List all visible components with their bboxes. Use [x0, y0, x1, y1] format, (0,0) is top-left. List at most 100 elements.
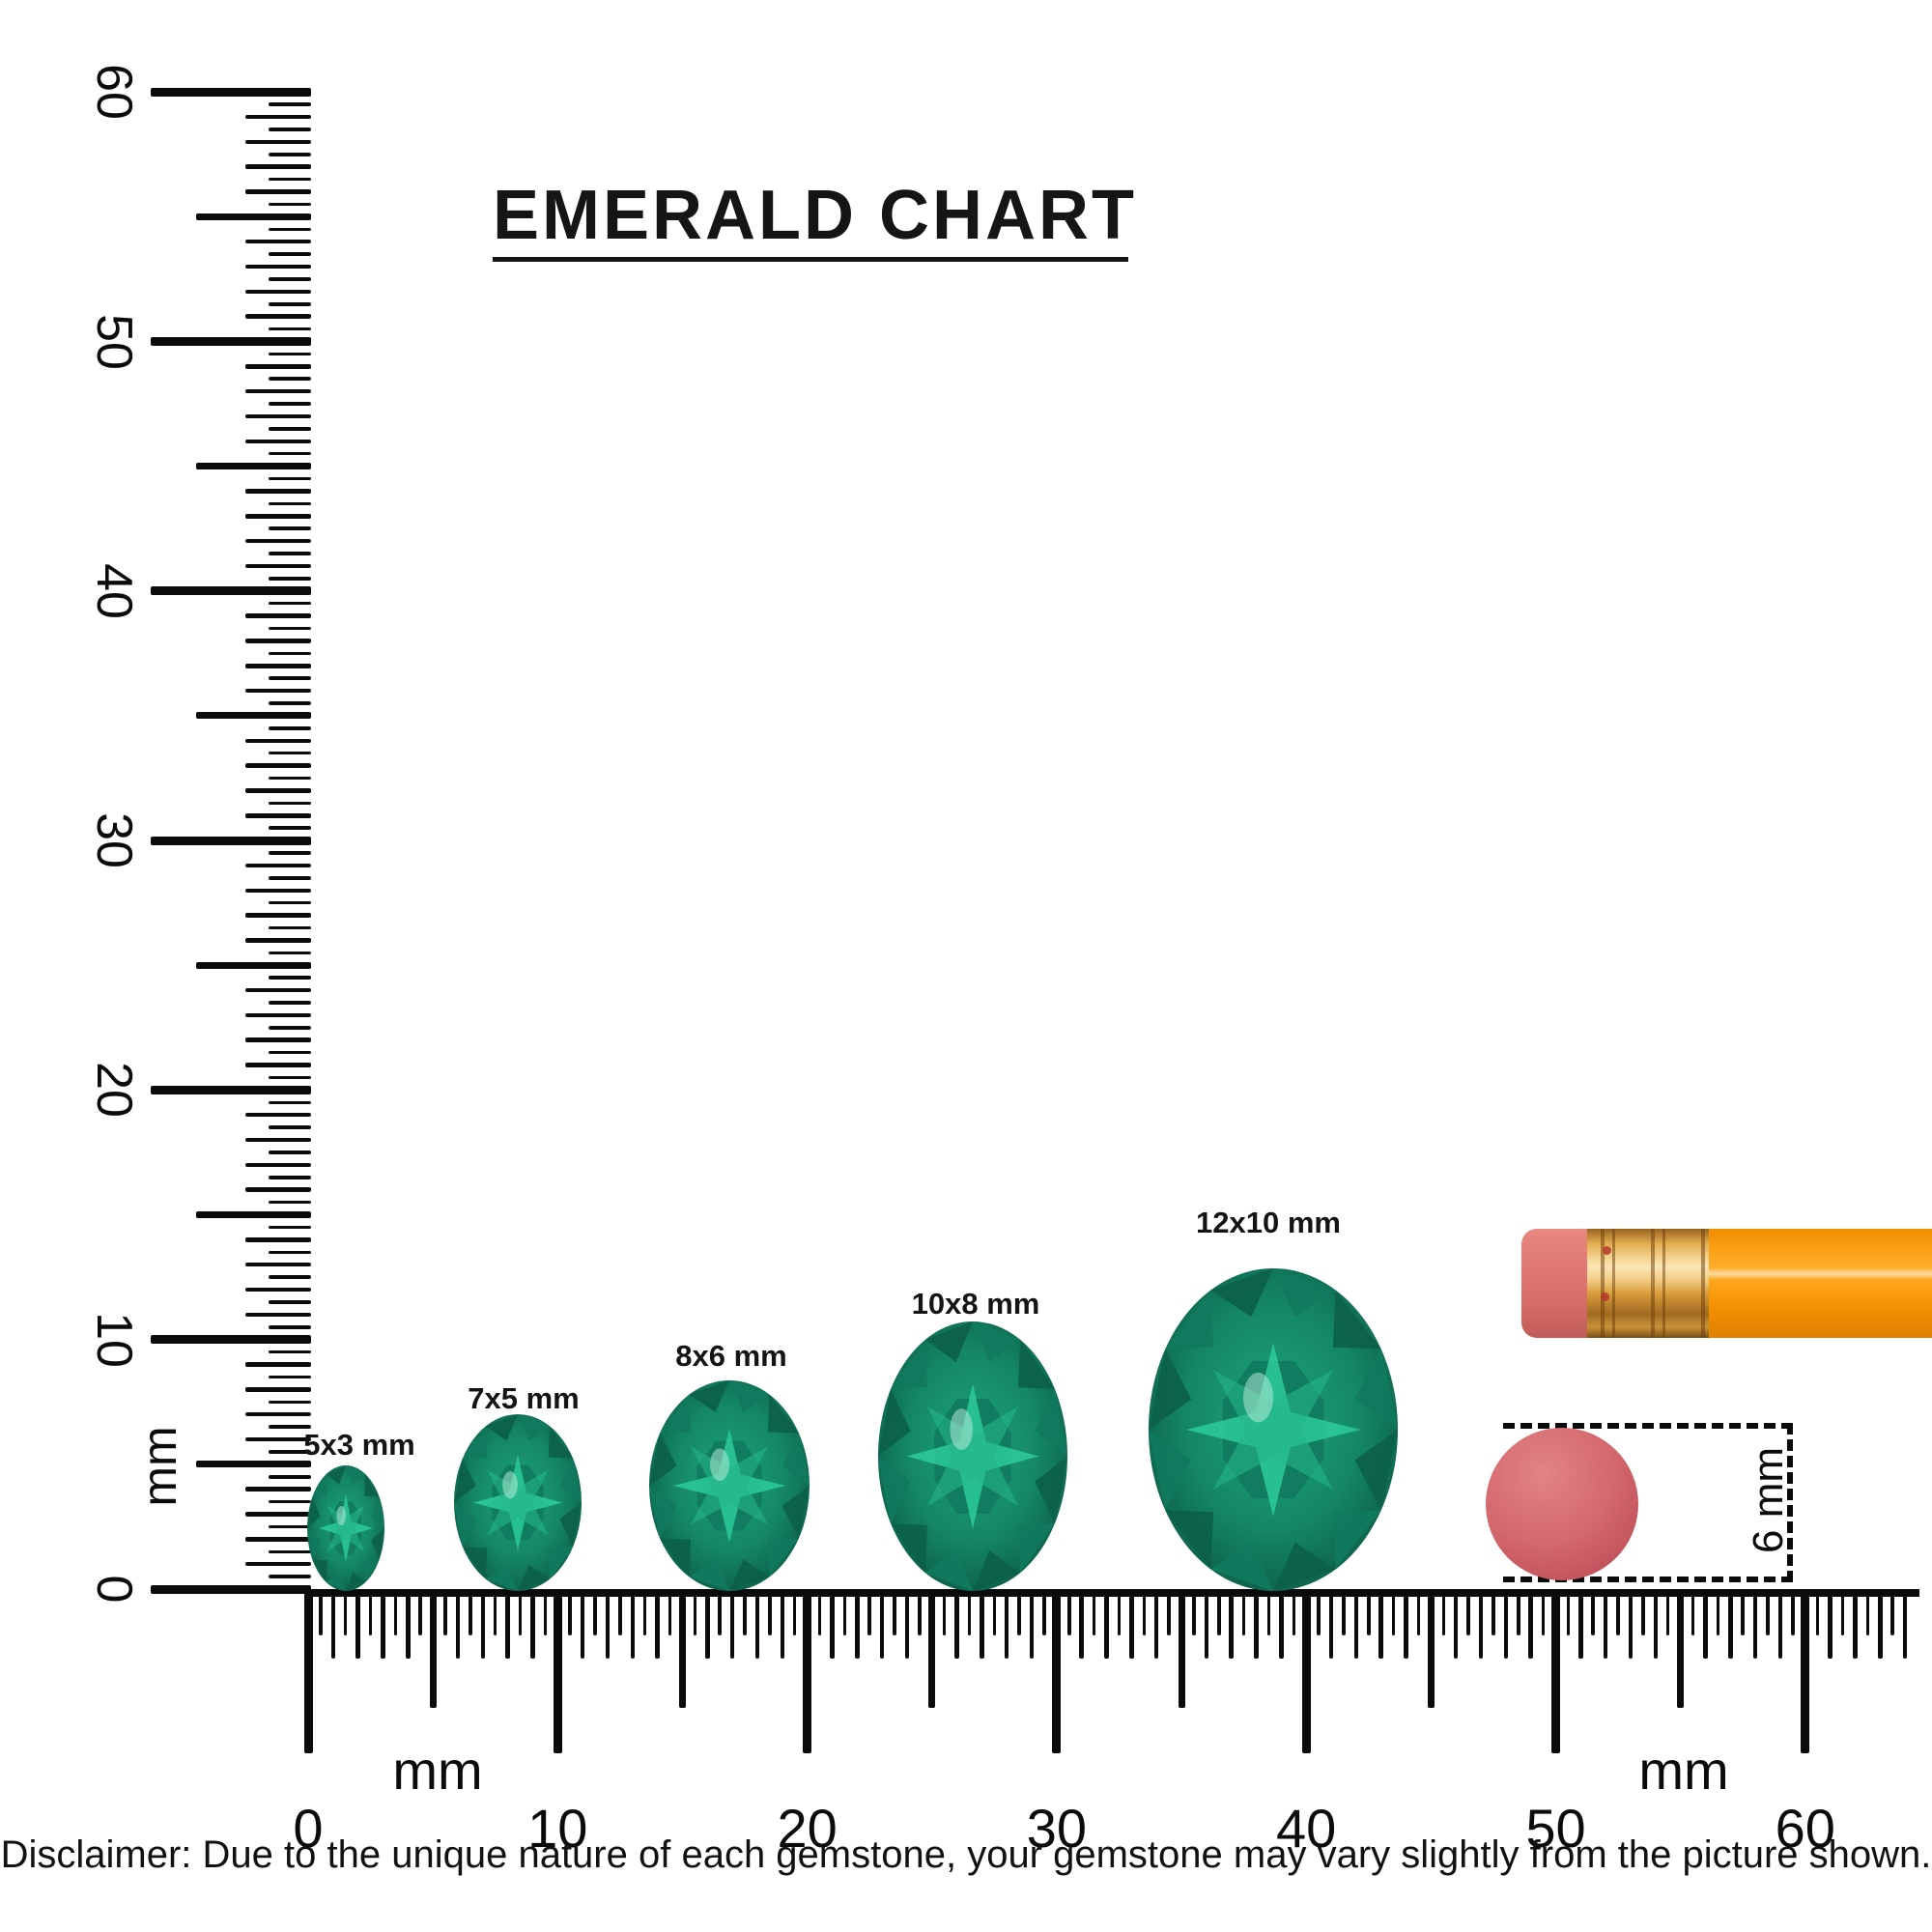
vertical-ruler-tick	[151, 337, 311, 346]
horizontal-ruler-tick	[1578, 1593, 1583, 1659]
horizontal-ruler-tick	[319, 1593, 323, 1635]
horizontal-ruler-tick	[1566, 1593, 1571, 1635]
vertical-ruler-tick	[269, 402, 311, 406]
horizontal-ruler-tick	[1427, 1593, 1435, 1708]
vertical-ruler-tick	[269, 476, 311, 481]
horizontal-ruler-tick	[879, 1593, 885, 1659]
vertical-ruler-tick	[269, 153, 311, 156]
horizontal-ruler-tick	[593, 1593, 597, 1635]
horizontal-ruler-tick	[1828, 1593, 1833, 1659]
vertical-ruler-tick	[245, 1237, 311, 1242]
vertical-ruler-tick	[269, 925, 311, 930]
vertical-ruler-tick	[269, 976, 311, 980]
vertical-ruler-label: 40	[86, 562, 142, 619]
horizontal-ruler-tick	[480, 1593, 486, 1659]
horizontal-ruler-tick	[642, 1593, 647, 1635]
vertical-ruler-tick	[245, 688, 311, 694]
vertical-ruler-tick	[245, 639, 311, 643]
horizontal-ruler-tick	[303, 1593, 313, 1753]
vertical-ruler-tick	[245, 189, 311, 194]
horizontal-ruler-label: 10	[527, 1798, 588, 1859]
vertical-ruler-tick	[151, 586, 311, 596]
vertical-ruler-tick	[269, 102, 311, 106]
vertical-ruler-tick	[245, 1162, 311, 1168]
horizontal-ruler-tick	[1292, 1593, 1296, 1635]
horizontal-ruler-tick	[792, 1593, 797, 1635]
ferrule-crimp-line	[1701, 1229, 1705, 1338]
vertical-ruler-tick	[269, 626, 311, 631]
horizontal-ruler-label: 0	[293, 1798, 324, 1859]
gem-size-label: 7x5 mm	[468, 1381, 580, 1415]
disc-size-label: 6 mm	[1745, 1447, 1792, 1553]
horizontal-ruler-tick	[867, 1593, 871, 1635]
horizontal-ruler-tick	[1591, 1593, 1595, 1635]
vertical-ruler-tick	[245, 888, 311, 893]
gem-12x10-mm	[1149, 1268, 1398, 1591]
horizontal-ruler-tick	[1353, 1593, 1359, 1659]
vertical-ruler-tick	[245, 514, 311, 519]
vertical-ruler-tick	[269, 577, 311, 581]
horizontal-ruler-tick	[1878, 1593, 1883, 1659]
horizontal-ruler-tick	[1528, 1593, 1533, 1659]
vertical-ruler-tick	[245, 1537, 311, 1542]
vertical-ruler-tick	[245, 563, 311, 569]
vertical-ruler-tick	[269, 651, 311, 656]
horizontal-ruler-tick	[967, 1593, 972, 1635]
vertical-ruler-tick	[245, 413, 311, 419]
horizontal-ruler-tick	[1628, 1593, 1634, 1659]
vertical-ruler-tick	[269, 801, 311, 806]
vertical-ruler-tick	[269, 1499, 311, 1504]
gem-size-label: 8x6 mm	[675, 1339, 787, 1373]
horizontal-ruler-tick	[530, 1593, 535, 1659]
horizontal-ruler-label: 20	[777, 1798, 838, 1859]
ferrule-crimp-line	[1662, 1229, 1665, 1338]
horizontal-ruler-tick	[406, 1593, 411, 1659]
horizontal-ruler-tick	[1791, 1593, 1795, 1635]
horizontal-ruler-tick	[543, 1593, 548, 1635]
vertical-ruler-tick	[269, 601, 311, 606]
vertical-ruler-tick	[245, 1312, 311, 1318]
gem-10x8-mm	[878, 1321, 1067, 1591]
vertical-ruler-label: 20	[86, 1062, 142, 1119]
vertical-ruler-tick	[245, 114, 311, 120]
vertical-ruler-tick	[245, 164, 311, 169]
vertical-ruler-tick	[269, 1200, 311, 1205]
horizontal-ruler-tick	[368, 1593, 373, 1635]
horizontal-ruler-tick	[1766, 1593, 1770, 1635]
vertical-ruler-tick	[245, 763, 311, 768]
horizontal-ruler-tick	[418, 1593, 422, 1635]
vertical-ruler-tick	[245, 738, 311, 744]
horizontal-ruler-tick	[1890, 1593, 1894, 1635]
horizontal-ruler-tick	[803, 1593, 812, 1753]
horizontal-ruler-tick	[1603, 1593, 1608, 1659]
ferrule-crimp-line	[1612, 1229, 1615, 1338]
vertical-ruler-tick	[269, 1300, 311, 1304]
vertical-ruler-tick	[269, 128, 311, 131]
vertical-ruler-tick	[269, 826, 311, 830]
vertical-ruler-tick	[269, 1325, 311, 1329]
pencil	[1521, 1229, 1932, 1338]
vertical-ruler-tick	[269, 1125, 311, 1129]
ferrule-crimp-line	[1601, 1229, 1605, 1338]
vertical-ruler-tick	[269, 1075, 311, 1080]
horizontal-ruler-line	[304, 1589, 1919, 1597]
vertical-ruler-tick	[245, 388, 311, 394]
horizontal-ruler-tick	[505, 1593, 510, 1659]
vertical-ruler-tick	[196, 712, 311, 720]
vertical-ruler-label: 50	[86, 313, 142, 370]
horizontal-ruler-tick	[1153, 1593, 1159, 1659]
vertical-ruler-tick	[245, 1187, 311, 1192]
vertical-ruler-tick	[269, 526, 311, 530]
horizontal-ruler-unit-left: mm	[392, 1740, 483, 1801]
horizontal-ruler-tick	[1254, 1593, 1259, 1659]
horizontal-ruler-tick	[1616, 1593, 1620, 1635]
horizontal-ruler-tick	[1466, 1593, 1470, 1635]
horizontal-ruler-tick	[1378, 1593, 1383, 1659]
vertical-ruler-tick	[245, 538, 311, 544]
horizontal-ruler-tick	[1840, 1593, 1845, 1635]
vertical-ruler-tick	[269, 1400, 311, 1405]
horizontal-ruler-tick	[1453, 1593, 1459, 1659]
vertical-ruler-tick	[269, 1575, 311, 1578]
horizontal-ruler-tick	[1301, 1593, 1311, 1753]
